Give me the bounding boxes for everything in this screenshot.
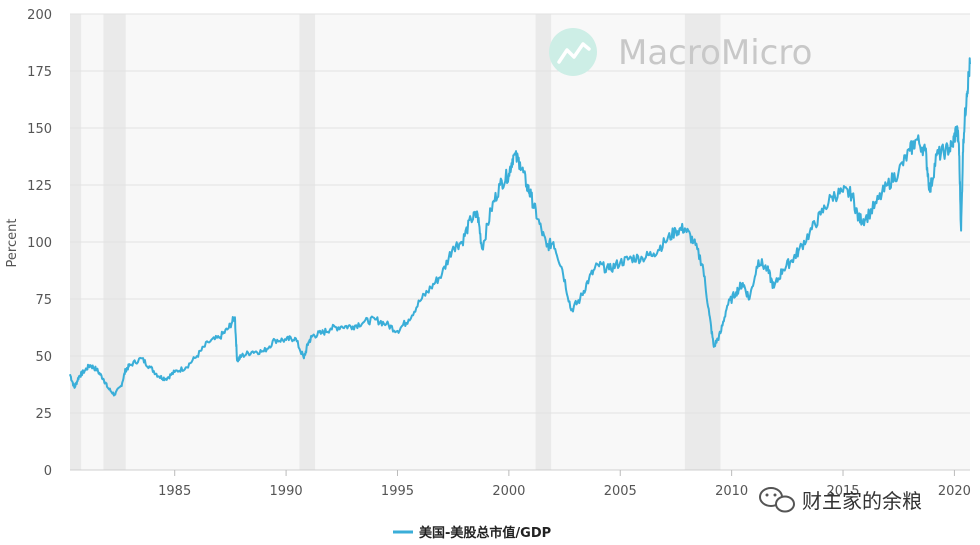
plot-area xyxy=(70,13,970,471)
wechat-icon xyxy=(759,487,795,513)
y-tick-label-0: 0 xyxy=(44,464,52,479)
legend[interactable]: 美国-美股总市值/GDP xyxy=(393,525,551,541)
x-tick-label-1985: 1985 xyxy=(158,484,191,499)
series-line-0 xyxy=(69,57,971,397)
credit-overlay: 财主家的余粮 xyxy=(759,487,922,513)
watermark: MacroMicro xyxy=(549,28,812,76)
x-axis-ticks: 1985 1990 1995 2000 2005 2010 2015 2020 xyxy=(158,470,971,499)
y-tick-label-50: 50 xyxy=(35,350,52,365)
y-tick-label-200: 200 xyxy=(27,8,52,23)
x-tick-label-1990: 1990 xyxy=(270,484,303,499)
y-tick-label-125: 125 xyxy=(27,179,52,194)
x-tick-label-2005: 2005 xyxy=(604,484,637,499)
y-axis-label: Percent xyxy=(5,219,20,268)
y-tick-label-100: 100 xyxy=(27,236,52,251)
legend-label: 美国-美股总市值/GDP xyxy=(419,525,551,541)
x-tick-label-2000: 2000 xyxy=(492,484,525,499)
y-tick-label-25: 25 xyxy=(35,407,52,422)
x-tick-label-2010: 2010 xyxy=(715,484,748,499)
x-tick-label-2020: 2020 xyxy=(938,484,971,499)
y-tick-label-75: 75 xyxy=(35,293,52,308)
y-axis-ticks: 0 25 50 75 100 125 150 175 200 xyxy=(27,8,52,479)
series-layer xyxy=(69,57,971,397)
credit-text: 财主家的余粮 xyxy=(802,489,922,513)
grid-lines xyxy=(70,13,970,471)
y-tick-label-175: 175 xyxy=(27,65,52,80)
macromicro-logo-line xyxy=(557,42,591,64)
macromicro-logo-icon xyxy=(549,28,597,76)
watermark-brand: MacroMicro xyxy=(618,33,812,73)
x-tick-label-1995: 1995 xyxy=(381,484,414,499)
x-tick-label-2015: 2015 xyxy=(826,484,859,499)
y-tick-label-150: 150 xyxy=(27,122,52,137)
